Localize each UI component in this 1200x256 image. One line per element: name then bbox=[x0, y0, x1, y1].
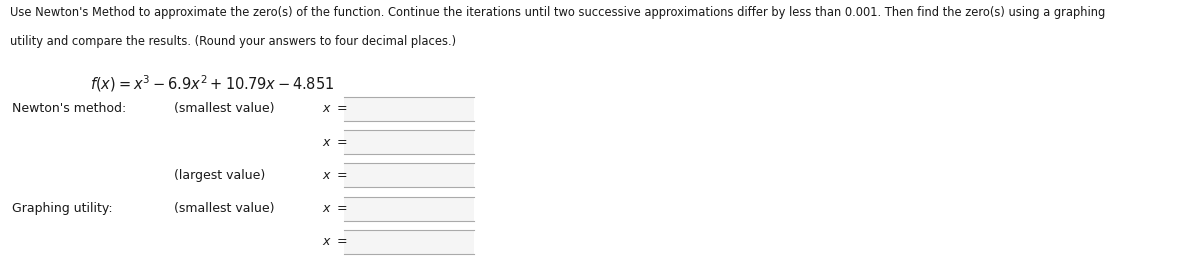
Text: $x\ =$: $x\ =$ bbox=[322, 102, 347, 115]
Bar bbox=[344, 130, 474, 154]
Text: $f(x) = x^3 - 6.9x^2 + 10.79x - 4.851$: $f(x) = x^3 - 6.9x^2 + 10.79x - 4.851$ bbox=[90, 73, 335, 94]
Bar bbox=[344, 97, 474, 121]
Bar bbox=[344, 197, 474, 221]
Text: Graphing utility:: Graphing utility: bbox=[12, 202, 113, 215]
Text: $x\ =$: $x\ =$ bbox=[322, 169, 347, 182]
Text: (smallest value): (smallest value) bbox=[174, 202, 275, 215]
Bar bbox=[344, 230, 474, 254]
Text: $x\ =$: $x\ =$ bbox=[322, 136, 347, 148]
Text: (smallest value): (smallest value) bbox=[174, 102, 275, 115]
Text: utility and compare the results. (Round your answers to four decimal places.): utility and compare the results. (Round … bbox=[10, 35, 456, 48]
Text: $x\ =$: $x\ =$ bbox=[322, 236, 347, 248]
Bar bbox=[344, 163, 474, 187]
Text: $x\ =$: $x\ =$ bbox=[322, 202, 347, 215]
Text: (largest value): (largest value) bbox=[174, 169, 265, 182]
Text: Use Newton's Method to approximate the zero(s) of the function. Continue the ite: Use Newton's Method to approximate the z… bbox=[10, 6, 1105, 19]
Text: Newton's method:: Newton's method: bbox=[12, 102, 126, 115]
